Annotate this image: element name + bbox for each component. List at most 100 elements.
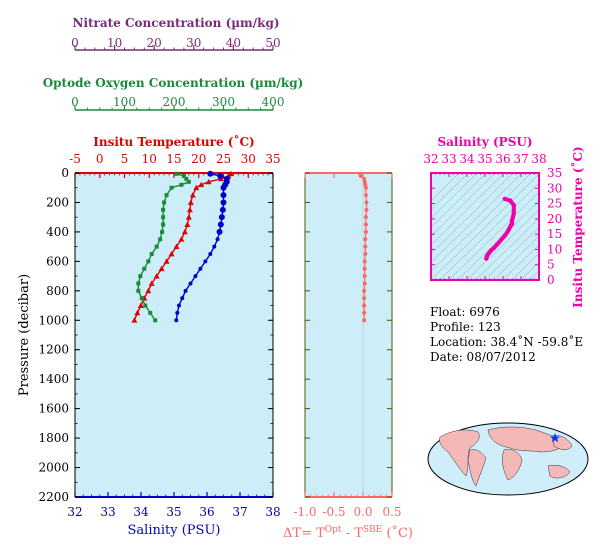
pressure-tick-label: 2200 bbox=[38, 490, 69, 504]
delta-t-point bbox=[364, 200, 369, 205]
density-contour bbox=[431, 173, 539, 280]
density-contour bbox=[431, 173, 523, 263]
density-contour bbox=[520, 261, 539, 280]
density-contour bbox=[484, 226, 539, 280]
pressure-tick-label: 0 bbox=[61, 166, 69, 180]
ts-temperature-tick-label: 25 bbox=[547, 197, 562, 211]
ts-point bbox=[508, 198, 513, 203]
salinity-tick-label: 35 bbox=[166, 505, 181, 519]
ts-salinity-axis-title: Salinity (PSU) bbox=[437, 135, 532, 149]
delta-t-tick-label: -1.0 bbox=[293, 505, 316, 519]
salinity-point bbox=[174, 318, 179, 323]
pressure-tick-label: 800 bbox=[46, 284, 69, 298]
oxygen-point bbox=[146, 259, 151, 264]
oxygen-tick-label: 400 bbox=[262, 95, 285, 109]
oxygen-point bbox=[154, 244, 159, 249]
delta-t-point bbox=[363, 237, 368, 242]
pressure-tick-label: 1400 bbox=[38, 372, 69, 386]
temperature-tick-label: -5 bbox=[69, 152, 81, 166]
pressure-tick-label: 1200 bbox=[38, 343, 69, 357]
temperature-tick-label: 25 bbox=[216, 152, 231, 166]
temperature-point bbox=[178, 236, 185, 242]
salinity-point bbox=[176, 303, 181, 308]
float-location: Location: 38.4˚N -59.8˚E bbox=[430, 335, 584, 349]
pressure-tick-label: 400 bbox=[46, 225, 69, 239]
salinity-point bbox=[188, 281, 193, 286]
oxygen-tick-label: 200 bbox=[163, 95, 186, 109]
ts-temperature-tick-label: 35 bbox=[547, 166, 562, 180]
nitrate-tick-label: 20 bbox=[147, 36, 162, 50]
delta-t-point bbox=[362, 288, 367, 293]
float-id: Float: 6976 bbox=[430, 305, 500, 319]
oxygen-point bbox=[161, 215, 166, 220]
ts-salinity-tick-label: 32 bbox=[423, 152, 438, 166]
density-contour bbox=[511, 253, 539, 280]
oxygen-tick-label: 300 bbox=[212, 95, 235, 109]
ts-temperature-tick-label: 15 bbox=[547, 227, 562, 241]
temperature-tick-label: 35 bbox=[265, 152, 280, 166]
oxygen-axis-title: Optode Oxygen Concentration (µm/kg) bbox=[43, 76, 304, 90]
oxygen-tick-label: 100 bbox=[113, 95, 136, 109]
temperature-tick-label: 10 bbox=[142, 152, 157, 166]
oxygen-point bbox=[161, 222, 166, 227]
density-contour bbox=[431, 173, 487, 228]
density-contour bbox=[439, 182, 539, 280]
profile-panel: Insitu Temperature (˚C) -5 0 5 10 15 20 25 30 35… bbox=[17, 134, 281, 538]
oxygen-point bbox=[161, 207, 166, 212]
density-contour bbox=[431, 173, 460, 202]
float-info: Float: 6976 Profile: 123 Location: 38.4˚… bbox=[430, 305, 583, 365]
world-map bbox=[427, 422, 589, 496]
ts-point bbox=[484, 256, 489, 261]
salinity-tick-label: 34 bbox=[133, 505, 149, 519]
salinity-point bbox=[208, 252, 213, 256]
temperature-point bbox=[145, 287, 152, 294]
salinity-point bbox=[216, 228, 223, 235]
profile-date: Date: 08/07/2012 bbox=[430, 350, 536, 364]
density-contour bbox=[431, 173, 532, 272]
temperature-point bbox=[163, 258, 170, 264]
density-contour bbox=[475, 218, 539, 280]
map-continents bbox=[439, 426, 573, 487]
float-location-marker bbox=[550, 433, 560, 443]
delta-t-title-sup-sbe: SBE bbox=[363, 525, 382, 535]
delta-t-tick-label: 0.5 bbox=[382, 505, 401, 519]
temperature-point bbox=[198, 181, 205, 188]
temperature-tick-label: 0 bbox=[96, 152, 104, 166]
density-contour bbox=[431, 173, 496, 237]
oxygen-tick-label: 0 bbox=[71, 95, 79, 109]
salinity-tick-label: 33 bbox=[100, 505, 115, 519]
delta-t-title-unit: (˚C) bbox=[382, 525, 413, 541]
salinity-point bbox=[220, 199, 227, 206]
salinity-tick-label: 37 bbox=[232, 505, 247, 519]
density-contour bbox=[431, 173, 478, 219]
ts-point bbox=[497, 239, 502, 244]
oxygen-point bbox=[184, 176, 189, 181]
delta-t-title-mid: - T bbox=[342, 526, 364, 541]
delta-t-point bbox=[362, 318, 367, 323]
salinity-point bbox=[217, 172, 224, 179]
delta-t-tick-label: 0.0 bbox=[353, 505, 372, 519]
salinity-point bbox=[175, 310, 180, 315]
delta-t-point bbox=[362, 281, 367, 286]
temperature-point bbox=[193, 184, 200, 191]
ts-salinity-tick-label: 38 bbox=[531, 152, 546, 166]
nitrate-axis: Nitrate Concentration (µm/kg) 0 10 20 30 40 5… bbox=[71, 16, 281, 51]
ts-temperature-tick-label: 10 bbox=[547, 242, 562, 256]
salinity-axis-title: Salinity (PSU) bbox=[128, 523, 221, 538]
delta-t-point bbox=[363, 215, 368, 220]
salinity-point bbox=[212, 244, 217, 249]
oxygen-point bbox=[181, 173, 186, 178]
salinity-point bbox=[220, 184, 227, 191]
salinity-point bbox=[180, 296, 185, 301]
delta-t-panel: -1.0 -0.5 0.0 0.5 ΔT= TOpt - TSBE (˚C) bbox=[283, 171, 413, 541]
delta-t-point bbox=[362, 274, 367, 279]
ts-salinity-tick-label: 37 bbox=[513, 152, 528, 166]
ts-point bbox=[502, 233, 507, 238]
nitrate-tick-label: 40 bbox=[226, 36, 241, 50]
salinity-point bbox=[218, 214, 225, 221]
pressure-axis-title: Pressure (decibar) bbox=[17, 274, 32, 396]
salinity-point bbox=[215, 237, 220, 242]
delta-t-point bbox=[362, 266, 367, 271]
oxygen-point bbox=[143, 303, 148, 308]
salinity-point bbox=[219, 206, 226, 213]
